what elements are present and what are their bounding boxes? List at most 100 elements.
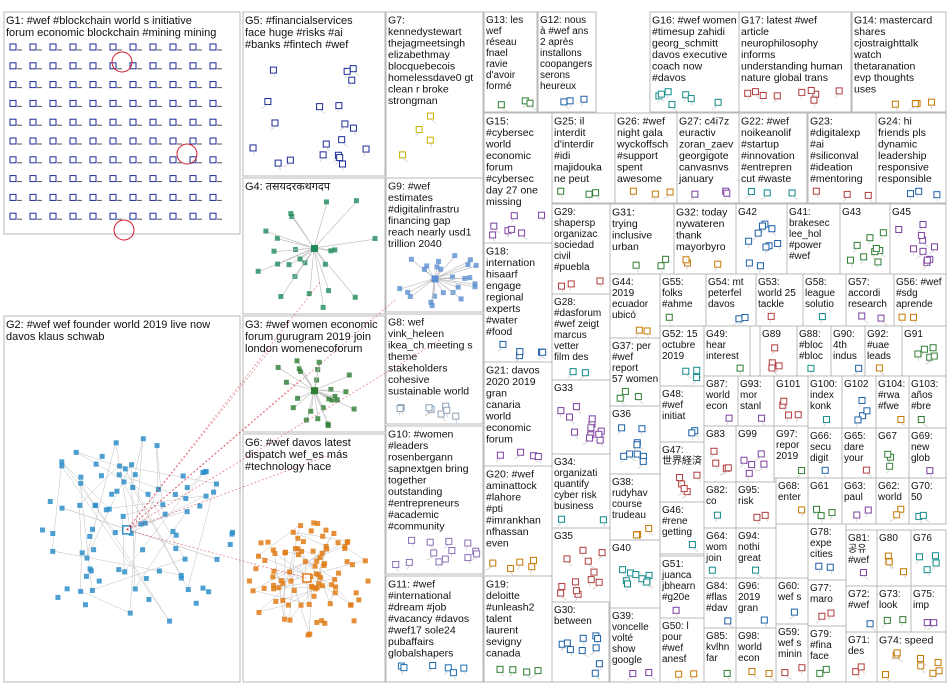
- group-label-line: between: [554, 616, 592, 627]
- group-frame: [875, 112, 947, 204]
- node: [773, 92, 781, 100]
- group-label-line: cjostraighttalk: [854, 38, 919, 50]
- group-label-line: G74: speed: [879, 635, 933, 647]
- group-label-line: #siliconval: [810, 150, 858, 162]
- node: [69, 99, 77, 107]
- edge: [686, 265, 688, 271]
- node: [282, 550, 288, 556]
- edge: [588, 582, 592, 587]
- edge: [514, 354, 521, 359]
- node: [930, 243, 938, 251]
- node: [341, 120, 349, 128]
- edge: [850, 263, 854, 268]
- cross-edge: [126, 299, 396, 531]
- node: [69, 81, 77, 89]
- node: [274, 159, 282, 167]
- group-label-line: G65:: [844, 431, 866, 442]
- group-label-line: world: [737, 642, 762, 653]
- node: [745, 259, 753, 267]
- node: [352, 294, 358, 300]
- node: [93, 461, 99, 467]
- node: [462, 275, 468, 281]
- group-label-line: clean r broke: [388, 84, 449, 96]
- node: [864, 191, 872, 199]
- node: [29, 99, 37, 107]
- edge: [313, 247, 356, 299]
- node: [311, 593, 317, 599]
- edge: [440, 416, 447, 422]
- node: [754, 229, 762, 237]
- node: [332, 590, 338, 596]
- group-label-line: G7:: [388, 15, 405, 27]
- node: [282, 616, 288, 622]
- node: [362, 558, 368, 564]
- node: [271, 248, 277, 254]
- node: [449, 274, 455, 280]
- group-label-line: G91: [904, 329, 923, 340]
- edge: [61, 465, 170, 621]
- node: [55, 594, 61, 600]
- edge: [580, 102, 585, 107]
- group-frame: [908, 477, 947, 525]
- node: [69, 156, 77, 164]
- node: [421, 266, 427, 272]
- group-frame: [864, 325, 903, 377]
- node: [895, 226, 903, 234]
- node: [349, 65, 357, 73]
- node: [322, 620, 328, 626]
- edge: [451, 553, 453, 558]
- node: [263, 228, 269, 234]
- node: [351, 618, 357, 624]
- node: [572, 587, 580, 595]
- node: [120, 513, 126, 519]
- edge: [521, 235, 528, 241]
- node: [283, 379, 289, 385]
- group-label-line: G18:: [486, 246, 509, 258]
- edge: [865, 413, 868, 418]
- group-panel-g89: G89: [759, 325, 798, 377]
- group-label-line: canaria: [486, 399, 521, 411]
- node: [89, 118, 97, 126]
- group-label-line: nature global trans: [741, 72, 828, 84]
- edge: [931, 565, 937, 571]
- node: [489, 559, 497, 567]
- node: [405, 289, 411, 295]
- edge: [681, 494, 688, 499]
- node: [109, 491, 115, 497]
- edge: [725, 420, 730, 426]
- node: [29, 62, 37, 70]
- edge: [131, 438, 144, 487]
- node: [59, 459, 65, 465]
- edge: [281, 247, 315, 298]
- group-label-line: G1: #wef #blockchain world s initiative: [6, 15, 192, 27]
- node: [753, 513, 761, 521]
- group-label-line: #cybersec: [486, 173, 534, 185]
- edge: [898, 232, 900, 237]
- edge: [252, 150, 255, 156]
- edge: [791, 195, 798, 201]
- group-label-line: stanl: [740, 401, 761, 412]
- group-label-line: far: [706, 653, 718, 664]
- group-label-line: G53:: [758, 277, 780, 288]
- group-label-line: 2019: [738, 592, 761, 603]
- edge: [252, 540, 348, 591]
- node: [460, 664, 468, 672]
- group-label-line: #cybersec: [486, 127, 534, 139]
- node: [467, 275, 473, 281]
- node: [184, 484, 190, 490]
- edge: [738, 320, 746, 325]
- group-frame: [775, 577, 809, 625]
- node: [149, 62, 157, 70]
- edge: [683, 97, 686, 102]
- group-label-line: talent: [486, 613, 512, 625]
- edge: [929, 473, 932, 478]
- node: [557, 282, 565, 290]
- group-label-line: internation: [486, 257, 535, 269]
- edge: [395, 567, 400, 572]
- edge: [879, 370, 884, 376]
